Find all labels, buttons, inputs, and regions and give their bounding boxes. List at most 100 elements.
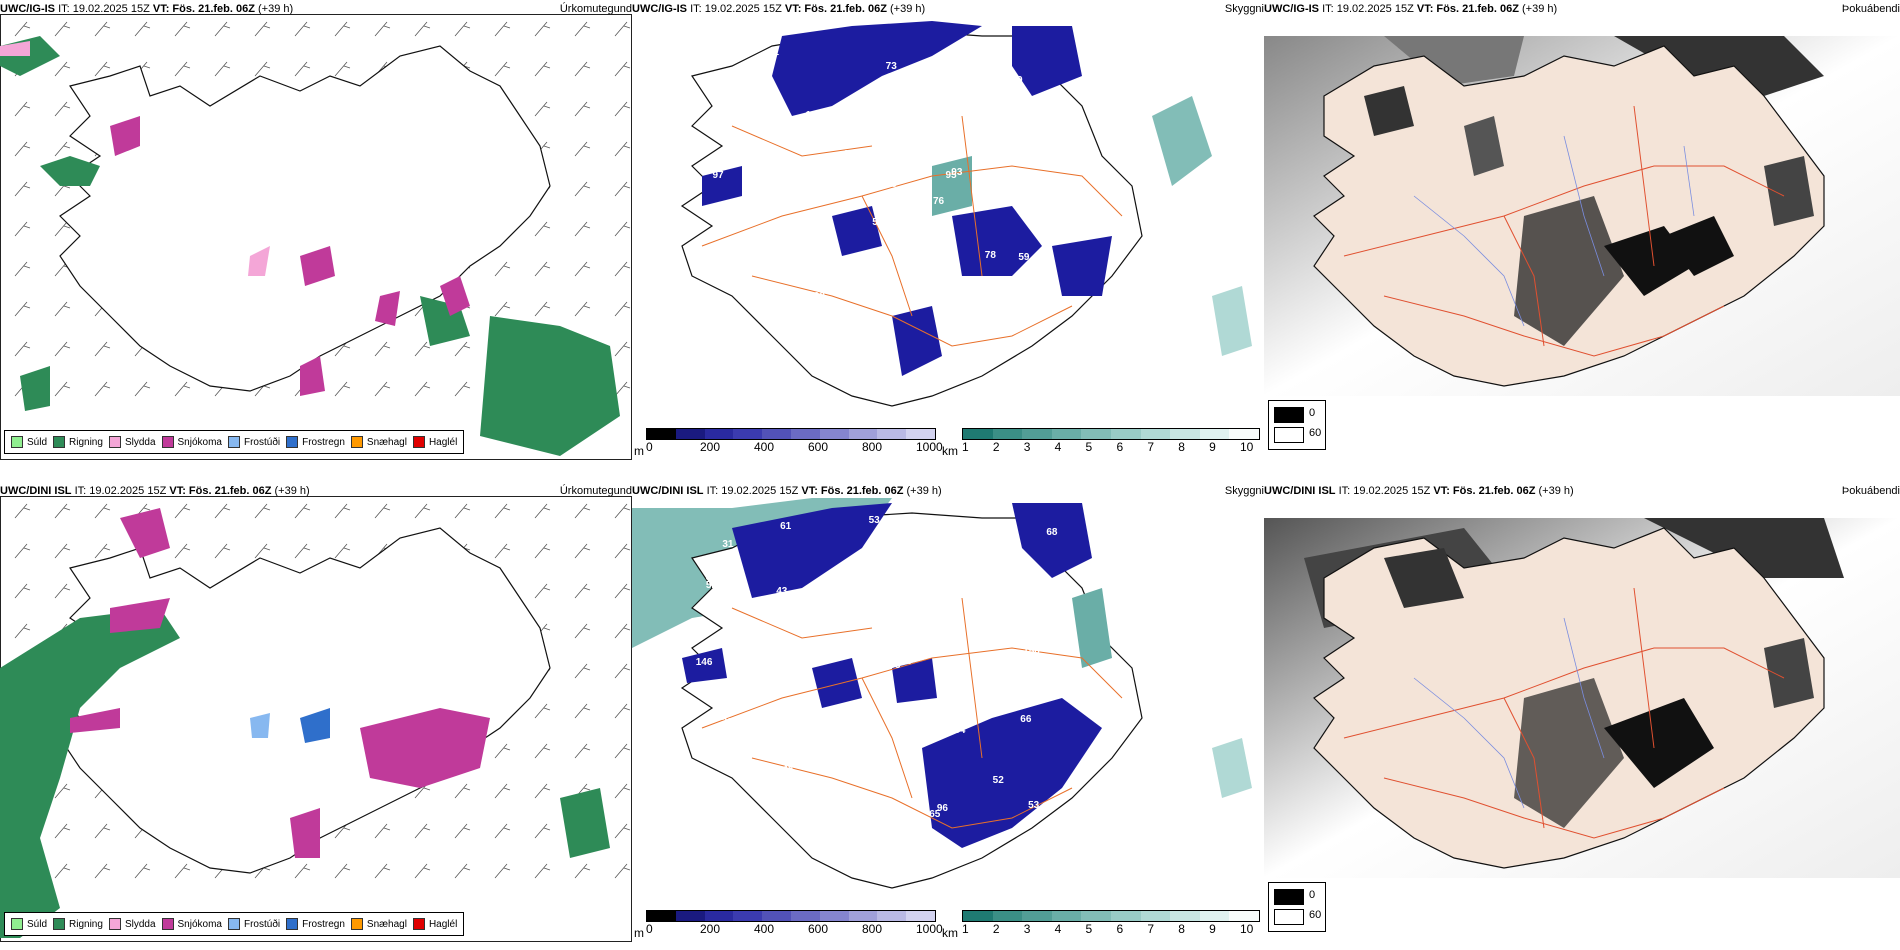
wind-barb [94, 381, 111, 397]
wind-barb [294, 543, 311, 559]
colorbar-segment [992, 429, 1023, 439]
legend-label: Snæhagl [366, 918, 407, 930]
lead-time: (+39 h) [890, 3, 926, 15]
wind-barb [54, 101, 71, 117]
legend-item: Rigning [53, 918, 103, 930]
colorbar-tick-label: 3 [1023, 440, 1031, 454]
wind-barb [94, 863, 111, 879]
wind-barb [334, 21, 351, 37]
legend-swatch [350, 436, 363, 448]
wind-barb [214, 61, 231, 77]
wind-barb [54, 823, 71, 839]
init-time: IT: 19.02.2025 15Z [1322, 3, 1414, 15]
wind-barb [94, 543, 111, 559]
wind-barb [574, 21, 591, 37]
fog-white-swatch [1274, 427, 1304, 443]
wind-barb [334, 341, 351, 357]
legend-item: Súld [11, 436, 47, 448]
wind-barb [534, 583, 551, 599]
wind-barb [614, 341, 631, 357]
height-unit: m [634, 444, 644, 458]
wind-barb [614, 823, 631, 839]
wind-barb [14, 221, 31, 237]
wind-barb [574, 703, 591, 719]
wind-barb [14, 181, 31, 197]
colorbar-segment [647, 911, 676, 921]
legend-swatch [286, 918, 299, 930]
wind-barb [534, 823, 551, 839]
legend-swatch [161, 436, 174, 448]
wind-barb [614, 101, 631, 117]
wind-barb [374, 863, 391, 879]
visibility-value-label: 107 [805, 110, 823, 122]
colorbar-segment [848, 911, 878, 921]
colorbar-segment [1140, 429, 1171, 439]
legend-label: Frostregn [302, 918, 345, 930]
model-name: UWC/DINI ISL [0, 485, 72, 497]
legend-swatch [412, 918, 425, 930]
wind-barb [494, 261, 511, 277]
model-name: UWC/IG-IS [0, 3, 55, 15]
colorbar-tick-label: 4 [1054, 440, 1062, 454]
visibility-value-label: 82 [1103, 541, 1115, 553]
wind-barb [614, 261, 631, 277]
visibility-value-label: 64 [883, 109, 895, 121]
fog-white-label: 60 [1309, 909, 1322, 921]
wind-barb [54, 141, 71, 157]
colorbar-tick-label: 9 [1209, 440, 1216, 454]
visibility-value-label: 11 [1061, 359, 1072, 371]
visibility-value-label: 90 [880, 198, 892, 210]
wind-barb [134, 863, 151, 879]
forecast-row-1: UWC/IG-IS IT: 19.02.2025 15Z VT: Fös. 21… [0, 0, 1900, 460]
legend-label: Slydda [124, 436, 156, 448]
legend-item: Súld [11, 918, 47, 930]
wind-barb [534, 261, 551, 277]
visibility-value-label: 69 [1011, 74, 1023, 86]
colorbar-segment [733, 911, 763, 921]
colorbar-tick-label: 3 [1023, 922, 1031, 936]
wind-barb [574, 101, 591, 117]
wind-barb [614, 703, 631, 719]
wind-barb [294, 61, 311, 77]
visibility-value-label: 82 [980, 83, 993, 95]
colorbar-segment [1170, 429, 1200, 439]
wind-barb [134, 21, 151, 37]
wind-barb [54, 21, 71, 37]
wind-barb [494, 503, 511, 519]
visibility-panel: UWC/IG-IS IT: 19.02.2025 15Z VT: Fös. 21… [632, 0, 1264, 460]
legend-swatch [286, 436, 299, 448]
legend-label: Haglél [428, 918, 458, 930]
wind-barb [374, 341, 391, 357]
wind-barb [614, 543, 631, 559]
fog-white-swatch [1274, 909, 1304, 925]
wind-barb [374, 381, 391, 397]
wind-barb [254, 21, 271, 37]
init-time: IT: 19.02.2025 15Z [706, 485, 799, 497]
fog-black-label: 0 [1309, 407, 1316, 419]
iceland-fog-map [1264, 518, 1900, 878]
legend-swatch [412, 436, 425, 448]
visibility-value-label: 68 [1046, 526, 1058, 538]
panel-title: Skyggni [1224, 3, 1264, 15]
colorbar-tick-label: 400 [754, 440, 775, 454]
visibility-value-label: 97 [712, 170, 724, 182]
colorbar-segment [906, 429, 935, 439]
fog-black-label: 0 [1309, 889, 1316, 901]
visibility-value-label: 95 [945, 169, 957, 181]
legend-item: Rigning [53, 436, 103, 448]
colorbar-segment [647, 429, 676, 439]
wind-barb [374, 21, 391, 37]
colorbar-segment [1051, 911, 1082, 921]
visibility-value-label: 53 [868, 514, 880, 526]
height-colorbar: 0 200 400 600 800 1000 [646, 908, 943, 942]
visibility-value-label: 109 [758, 292, 775, 304]
forecast-row-2: UWC/DINI ISL IT: 19.02.2025 15Z VT: Fös.… [0, 482, 1900, 942]
height-colorbar: 0 200 400 600 800 1000 [646, 426, 943, 460]
visibility-value-label: 76 [932, 195, 945, 207]
visibility-value-label: 39 [721, 716, 733, 728]
wind-barb [414, 341, 431, 357]
model-name: UWC/DINI ISL [632, 485, 704, 497]
visibility-value-label: 51 [980, 125, 993, 137]
init-time: IT: 19.02.2025 15Z [74, 485, 167, 497]
colorbar-tick-label: 8 [1178, 440, 1185, 454]
